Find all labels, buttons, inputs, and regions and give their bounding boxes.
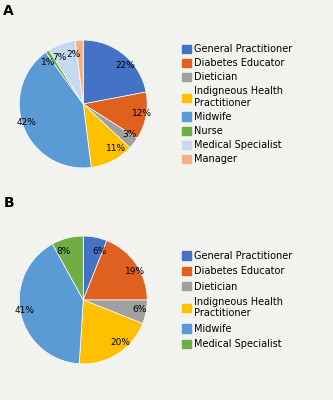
Wedge shape bbox=[53, 236, 83, 300]
Wedge shape bbox=[75, 40, 83, 104]
Text: 1%: 1% bbox=[41, 58, 55, 67]
Wedge shape bbox=[83, 240, 147, 300]
Text: A: A bbox=[3, 4, 14, 18]
Text: 41%: 41% bbox=[15, 306, 35, 315]
Wedge shape bbox=[49, 40, 83, 104]
Wedge shape bbox=[19, 244, 83, 364]
Wedge shape bbox=[19, 52, 91, 168]
Text: 22%: 22% bbox=[115, 61, 135, 70]
Text: 2%: 2% bbox=[66, 50, 80, 59]
Wedge shape bbox=[83, 104, 130, 168]
Text: 42%: 42% bbox=[17, 118, 37, 127]
Wedge shape bbox=[79, 300, 143, 364]
Legend: General Practitioner, Diabetes Educator, Dietician, Indigneous Health
Practition: General Practitioner, Diabetes Educator,… bbox=[181, 43, 294, 165]
Text: 20%: 20% bbox=[110, 338, 130, 347]
Legend: General Practitioner, Diabetes Educator, Dietician, Indigneous Health
Practition: General Practitioner, Diabetes Educator,… bbox=[181, 250, 294, 350]
Wedge shape bbox=[83, 104, 137, 148]
Wedge shape bbox=[83, 236, 107, 300]
Wedge shape bbox=[83, 40, 146, 104]
Wedge shape bbox=[83, 300, 147, 324]
Text: 6%: 6% bbox=[132, 305, 147, 314]
Wedge shape bbox=[46, 50, 83, 104]
Text: 11%: 11% bbox=[106, 144, 126, 153]
Text: 3%: 3% bbox=[123, 130, 137, 139]
Text: 12%: 12% bbox=[132, 109, 152, 118]
Wedge shape bbox=[83, 92, 147, 138]
Text: B: B bbox=[3, 196, 14, 210]
Text: 19%: 19% bbox=[125, 268, 145, 276]
Text: 8%: 8% bbox=[57, 247, 71, 256]
Text: 7%: 7% bbox=[52, 52, 66, 62]
Text: 6%: 6% bbox=[93, 246, 107, 256]
